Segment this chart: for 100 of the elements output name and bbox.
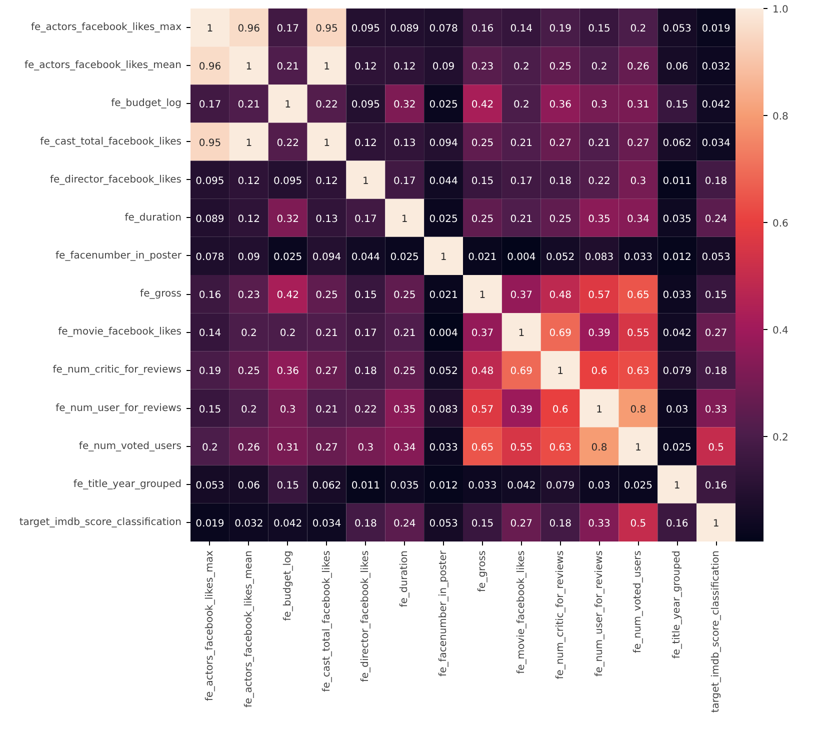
data-label: 0.14 [198, 328, 222, 340]
data-label: 0.21 [510, 214, 533, 225]
data-label: 0.34 [627, 214, 650, 225]
data-label: 0.42 [276, 290, 299, 302]
data-label: 0.18 [354, 518, 377, 530]
data-label: 1 [479, 290, 486, 302]
data-label: 0.23 [471, 62, 494, 73]
data-label: 1 [596, 404, 602, 416]
data-label: 0.17 [198, 100, 222, 111]
data-label: 0.13 [393, 138, 416, 149]
data-label: 0.062 [312, 480, 342, 492]
data-label: 0.15 [471, 518, 494, 530]
data-label: 0.3 [591, 100, 608, 111]
data-label: 0.004 [507, 252, 536, 263]
data-label: 0.48 [471, 366, 494, 378]
color-bar-label: 0.6 [772, 218, 788, 230]
data-label: 0.22 [316, 100, 338, 111]
data-label: 0.37 [510, 290, 533, 302]
data-label: 0.2 [591, 62, 608, 73]
data-label: 0.011 [662, 176, 692, 187]
y-tick-label: fe_gross [140, 288, 182, 300]
data-label: 1 [324, 138, 330, 149]
color-bar-label: 0.4 [772, 326, 788, 337]
data-label: 0.15 [588, 24, 610, 35]
data-label: 0.16 [704, 480, 728, 492]
y-tick-label: fe_duration [124, 212, 182, 224]
data-label: 0.95 [316, 24, 338, 35]
x-tick-label: fe_gross [476, 550, 488, 592]
data-label: 0.3 [280, 404, 296, 416]
y-tick-label: fe_director_facebook_likes [50, 174, 182, 186]
data-label: 1 [206, 24, 214, 35]
data-label: 1 [440, 252, 447, 263]
data-label: 0.36 [276, 366, 299, 378]
y-tick-label: fe_budget_log [111, 98, 182, 110]
x-tick-label: target_imdb_score_classification [710, 550, 722, 713]
y-tick-label: fe_title_year_grouped [73, 478, 182, 490]
y-tick-label: fe_actors_facebook_likes_mean [24, 60, 182, 72]
data-label: 0.12 [316, 176, 338, 187]
data-label: 0.65 [471, 442, 494, 454]
data-label: 0.011 [351, 480, 380, 492]
x-tick-label: fe_director_facebook_likes [360, 550, 372, 682]
data-label: 0.2 [240, 328, 257, 340]
data-label: 0.025 [274, 252, 302, 263]
data-label: 0.19 [198, 366, 222, 378]
data-label: 0.22 [588, 176, 610, 187]
data-label: 0.089 [390, 24, 419, 35]
data-label: 0.2 [513, 100, 530, 111]
data-label: 0.36 [549, 100, 572, 111]
data-label: 0.025 [429, 214, 458, 225]
y-tick-label: fe_num_user_for_reviews [56, 402, 182, 414]
data-label: 0.095 [196, 176, 224, 187]
y-tick-label: fe_cast_total_facebook_likes [40, 136, 182, 148]
y-tick-label: target_imdb_score_classification [19, 516, 182, 528]
data-label: 0.025 [429, 100, 458, 111]
data-label: 0.25 [316, 290, 338, 302]
data-label: 0.12 [393, 62, 416, 73]
data-label: 0.22 [354, 404, 377, 416]
data-label: 0.078 [196, 252, 224, 263]
x-tick-label: fe_num_critic_for_reviews [554, 550, 566, 680]
data-label: 0.021 [468, 252, 497, 263]
color-bar-label: 1.0 [772, 4, 788, 16]
data-label: 0.089 [196, 214, 224, 225]
data-label: 0.15 [276, 480, 299, 492]
data-label: 1 [557, 366, 564, 378]
x-tick-label: fe_facenumber_in_poster [438, 550, 450, 676]
data-label: 0.5 [630, 518, 646, 530]
data-label: 0.03 [666, 404, 688, 416]
data-label: 0.27 [510, 518, 533, 530]
data-label: 1 [324, 62, 330, 73]
data-label: 0.25 [393, 290, 416, 302]
x-tick-label: fe_budget_log [282, 550, 294, 621]
data-label: 0.18 [704, 176, 728, 187]
data-label: 0.25 [393, 366, 416, 378]
data-label: 0.17 [393, 176, 416, 187]
y-tick-label: fe_movie_facebook_likes [58, 326, 182, 338]
data-label: 1 [518, 328, 525, 340]
data-label: 0.094 [312, 252, 342, 263]
data-label: 0.35 [588, 214, 610, 225]
data-label: 0.034 [702, 138, 730, 149]
data-label: 0.15 [354, 290, 377, 302]
data-label: 0.042 [274, 518, 302, 530]
data-label: 0.095 [351, 100, 380, 111]
data-label: 0.16 [471, 24, 494, 35]
data-label: 0.35 [393, 404, 416, 416]
data-label: 0.18 [704, 366, 728, 378]
data-label: 0.17 [510, 176, 533, 187]
data-label: 0.69 [510, 366, 533, 378]
data-label: 0.042 [507, 480, 536, 492]
data-label: 0.8 [591, 442, 608, 454]
data-label: 0.96 [238, 24, 260, 35]
data-label: 0.26 [238, 442, 260, 454]
data-label: 0.095 [274, 176, 302, 187]
data-label: 1 [712, 518, 720, 530]
data-label: 0.12 [354, 62, 377, 73]
data-label: 0.96 [198, 62, 222, 73]
data-label: 0.55 [627, 328, 650, 340]
data-label: 0.052 [429, 366, 458, 378]
data-label: 0.31 [627, 100, 650, 111]
data-label: 0.27 [627, 138, 650, 149]
data-label: 0.27 [549, 138, 572, 149]
